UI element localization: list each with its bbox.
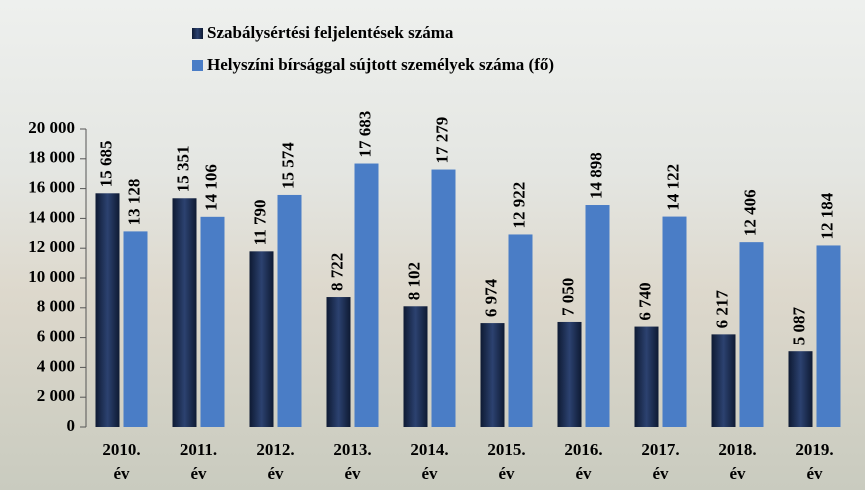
y-tick-label: 2 000 [37, 386, 75, 405]
bar [789, 351, 813, 427]
bar [96, 193, 120, 427]
y-tick-label: 14 000 [28, 207, 75, 226]
y-tick-label: 12 000 [28, 237, 75, 256]
chart: 0 2 000 4 000 6 000 8 000 10 000 12 000 14 000 1… [0, 0, 865, 490]
value-label: 7 050 [558, 278, 577, 316]
value-label: 12 406 [740, 189, 759, 236]
value-label: 6 217 [712, 290, 731, 329]
x-tick-label: 2010. év [97, 438, 147, 486]
x-tick-label: 2016. év [559, 438, 609, 486]
bar [817, 245, 841, 427]
value-label: 17 279 [432, 117, 451, 164]
bar [712, 334, 736, 427]
y-tick-label: 18 000 [28, 148, 75, 167]
x-tick-label: 2019. év [790, 438, 840, 486]
value-label: 15 574 [278, 142, 297, 189]
bar [124, 231, 148, 427]
y-tick-label: 10 000 [28, 267, 75, 286]
x-tick-label: 2014. év [405, 438, 455, 486]
value-label: 6 740 [635, 282, 654, 320]
bar [558, 322, 582, 427]
value-label: 8 102 [404, 262, 423, 300]
value-label: 12 184 [817, 192, 836, 239]
bar [481, 323, 505, 427]
bar [278, 195, 302, 427]
chart-container: 0 2 000 4 000 6 000 8 000 10 000 12 000 14 000 1… [0, 0, 865, 490]
value-label: 17 683 [355, 111, 374, 158]
bar [250, 251, 274, 427]
legend-label: Szabálysértési feljelentések száma [207, 23, 454, 42]
bar [201, 217, 225, 427]
y-tick-label: 6 000 [37, 327, 75, 346]
y-tick-label: 16 000 [28, 178, 75, 197]
value-label: 14 898 [586, 152, 605, 199]
legend-swatch [192, 60, 203, 71]
bar [586, 205, 610, 427]
bar [663, 217, 687, 427]
bar [509, 234, 533, 427]
legend-label: Helyszíni bírsággal sújtott személyek sz… [207, 55, 554, 74]
y-tick-label: 20 000 [28, 118, 75, 137]
value-label: 13 128 [124, 179, 143, 226]
value-label: 15 351 [173, 146, 192, 193]
x-tick-label: 2017. év [636, 438, 686, 486]
value-label: 5 087 [789, 306, 808, 345]
y-tick-label: 8 000 [37, 297, 75, 316]
bar [432, 170, 456, 427]
bar [740, 242, 764, 427]
value-label: 15 685 [96, 141, 115, 188]
x-tick-label: 2012. év [251, 438, 301, 486]
bar [404, 306, 428, 427]
y-tick-label: 4 000 [37, 356, 75, 375]
value-label: 12 922 [509, 182, 528, 229]
value-label: 8 722 [327, 253, 346, 291]
bar [355, 164, 379, 427]
y-tick-label: 0 [67, 416, 76, 435]
value-label: 14 122 [663, 164, 682, 211]
legend-swatch [192, 28, 203, 39]
bar [635, 327, 659, 427]
value-label: 6 974 [481, 278, 500, 317]
x-tick-label: 2015. év [482, 438, 532, 486]
x-tick-label: 2018. év [713, 438, 763, 486]
bar [173, 198, 197, 427]
value-label: 14 106 [201, 164, 220, 211]
value-label: 11 790 [250, 200, 269, 246]
x-tick-label: 2011. év [174, 438, 224, 486]
x-tick-label: 2013. év [328, 438, 378, 486]
bar [327, 297, 351, 427]
